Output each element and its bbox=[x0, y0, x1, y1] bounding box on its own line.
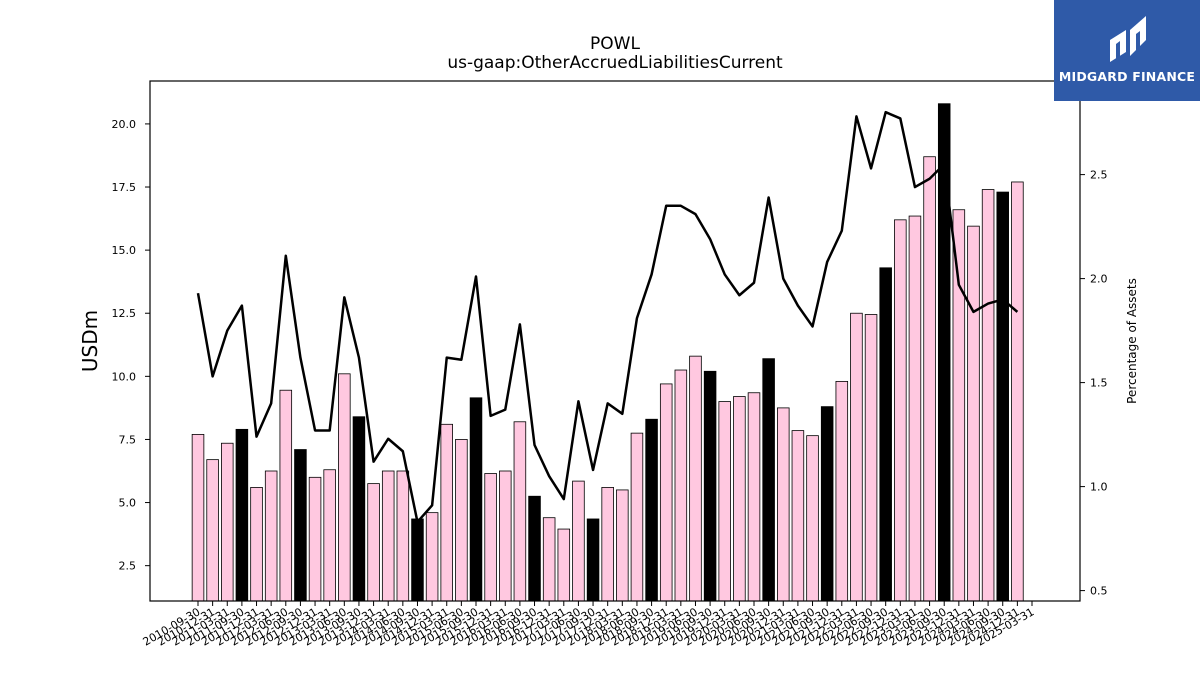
bar bbox=[820, 406, 834, 602]
bar bbox=[645, 418, 658, 602]
bar bbox=[601, 487, 614, 602]
bar bbox=[659, 383, 673, 602]
bar bbox=[455, 439, 468, 602]
bar bbox=[850, 312, 863, 602]
percentage-line bbox=[196, 110, 1019, 524]
bar bbox=[191, 433, 205, 602]
bar bbox=[791, 430, 805, 602]
bar bbox=[352, 416, 366, 602]
bar bbox=[586, 518, 600, 602]
y2-tick-label: 1.5 bbox=[1090, 377, 1108, 390]
bar bbox=[411, 518, 424, 602]
y2-tick-label: 1.0 bbox=[1090, 481, 1108, 494]
bar bbox=[323, 469, 336, 602]
bar bbox=[981, 189, 995, 602]
x-axis: 2010-09-302010-12-312011-03-312011-09-30… bbox=[141, 601, 1037, 649]
bar bbox=[279, 389, 293, 602]
bar bbox=[967, 225, 980, 602]
y-tick-label: 12.5 bbox=[112, 307, 137, 320]
y-tick-label: 10.0 bbox=[112, 370, 137, 383]
bar bbox=[499, 470, 512, 602]
y2-tick-label: 0.5 bbox=[1090, 585, 1108, 598]
bar bbox=[937, 103, 951, 602]
bar bbox=[264, 470, 278, 602]
bar bbox=[1011, 181, 1024, 602]
bar bbox=[294, 449, 307, 602]
bar bbox=[308, 476, 322, 602]
brand-logo: MIDGARD FINANCE bbox=[1054, 0, 1200, 101]
bar bbox=[908, 215, 922, 602]
bar bbox=[396, 470, 410, 602]
y-tick-label: 17.5 bbox=[112, 181, 137, 194]
bar bbox=[338, 373, 351, 602]
y2-tick-label: 2.5 bbox=[1090, 169, 1108, 182]
bar bbox=[206, 459, 219, 602]
bar bbox=[425, 512, 439, 602]
bar bbox=[469, 397, 483, 602]
y2-axis-label: Percentage of Assets bbox=[1125, 278, 1139, 404]
y-axis-label: USDm bbox=[78, 310, 102, 372]
bar bbox=[367, 483, 380, 602]
bar bbox=[996, 191, 1009, 602]
bar bbox=[689, 355, 702, 602]
bar bbox=[864, 314, 878, 602]
bar bbox=[630, 432, 644, 602]
logo-brand-text: MIDGARD FINANCE bbox=[1058, 69, 1196, 84]
bar bbox=[440, 423, 453, 602]
y-tick-label: 5.0 bbox=[119, 497, 137, 510]
bar bbox=[557, 528, 571, 602]
bar bbox=[674, 369, 688, 602]
logo-mark-icon bbox=[1110, 16, 1146, 62]
bar bbox=[777, 407, 790, 602]
bar bbox=[762, 358, 775, 602]
bar bbox=[952, 209, 966, 602]
y-axis-right: 0.5 1.0 1.5 2.0 2.5 bbox=[1080, 169, 1108, 598]
bar bbox=[806, 435, 819, 602]
y-tick-label: 15.0 bbox=[112, 244, 137, 257]
bar bbox=[616, 489, 629, 602]
bar bbox=[733, 396, 746, 602]
y-tick-label: 20.0 bbox=[112, 118, 137, 131]
bar bbox=[894, 219, 907, 602]
bar bbox=[381, 470, 395, 602]
bar bbox=[221, 442, 234, 602]
bar bbox=[923, 156, 936, 602]
bar bbox=[513, 421, 527, 602]
bar bbox=[747, 392, 761, 602]
chart-subtitle: us-gaap:OtherAccruedLiabilitiesCurrent bbox=[447, 53, 783, 73]
bar bbox=[542, 517, 556, 602]
bar bbox=[703, 370, 717, 602]
bar bbox=[835, 380, 849, 602]
bar bbox=[250, 487, 263, 602]
bar bbox=[879, 267, 892, 602]
y-axis-left: 2.5 5.0 7.5 10.0 12.5 15.0 17.5 20.0 bbox=[112, 118, 150, 573]
bar-series bbox=[191, 103, 1024, 602]
y2-tick-label: 2.0 bbox=[1090, 273, 1108, 286]
bar bbox=[528, 495, 541, 602]
bar bbox=[235, 428, 249, 602]
plot-frame bbox=[149, 80, 1081, 602]
bar bbox=[484, 473, 497, 602]
y-tick-label: 2.5 bbox=[119, 560, 137, 573]
bar bbox=[572, 480, 585, 602]
y-tick-label: 7.5 bbox=[119, 433, 137, 446]
bar bbox=[718, 401, 731, 602]
chart-title: POWL bbox=[590, 34, 640, 54]
